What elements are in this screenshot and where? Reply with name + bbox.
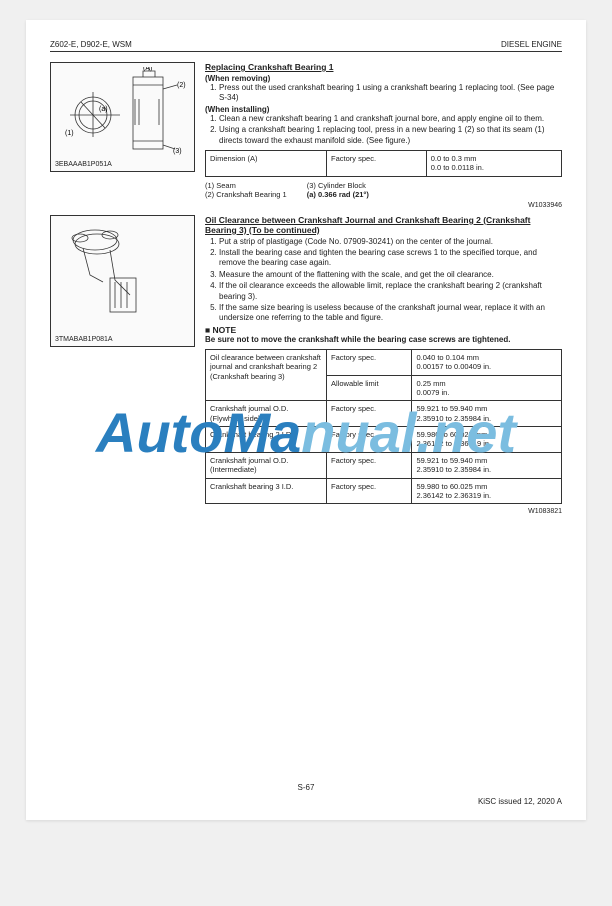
cell: Crankshaft journal O.D. (Flywheel side) [206, 401, 327, 427]
content-row-2: 3TMABAB1P081A Oil Clearance between Cran… [50, 215, 562, 522]
legend-item: (a) 0.366 rad (21°) [307, 190, 369, 199]
fig1-label-3: (3) [173, 148, 182, 155]
step: Press out the used crankshaft bearing 1 … [219, 83, 562, 104]
fig1-label-a: (a) [99, 106, 108, 113]
cell: Factory spec. [327, 401, 412, 427]
figure-2-code: 3TMABAB1P081A [55, 336, 113, 343]
step: If the same size bearing is useless beca… [219, 303, 562, 324]
cell: Factory spec. [327, 452, 412, 478]
cell: 0.0 to 0.3 mm0.0 to 0.0118 in. [426, 150, 561, 176]
step: Install the bearing case and tighten the… [219, 248, 562, 269]
fig1-label-A: (A) [143, 67, 152, 72]
section2-title: Oil Clearance between Crankshaft Journal… [205, 215, 562, 235]
fig1-label-1: (1) [65, 130, 74, 137]
ref-code-1: W1033946 [205, 202, 562, 209]
note-body: Be sure not to move the crankshaft while… [205, 335, 562, 345]
dimension-table: Dimension (A) Factory spec. 0.0 to 0.3 m… [205, 150, 562, 177]
removing-steps: Press out the used crankshaft bearing 1 … [219, 83, 562, 104]
header-left: Z602-E, D902-E, WSM [50, 40, 132, 49]
figure-2-drawing [55, 220, 190, 335]
legend-item: (2) Crankshaft Bearing 1 [205, 190, 287, 199]
header-right: DIESEL ENGINE [501, 40, 562, 49]
cell: Factory spec. [327, 427, 412, 453]
figure-1: (A) (a) (1) (2) (3) 3EBAAAB1P051A [50, 62, 195, 172]
step: If the oil clearance exceeds the allowab… [219, 281, 562, 302]
cell: Factory spec. [327, 349, 412, 375]
step: Measure the amount of the flattening wit… [219, 270, 562, 280]
cell: Factory spec. [327, 150, 427, 176]
fig1-label-2: (2) [177, 82, 186, 89]
figure-2: 3TMABAB1P081A [50, 215, 195, 347]
legend: (1) Seam (2) Crankshaft Bearing 1 (3) Cy… [205, 181, 562, 199]
clearance-table: Oil clearance between crankshaft journal… [205, 349, 562, 505]
installing-head: (When installing) [205, 105, 562, 114]
cell: 59.980 to 60.025 mm2.36142 to 2.36319 in… [412, 427, 562, 453]
legend-item: (1) Seam [205, 181, 287, 190]
removing-head: (When removing) [205, 74, 562, 83]
cell: 59.921 to 59.940 mm2.35910 to 2.35984 in… [412, 401, 562, 427]
cell: 0.25 mm0.0079 in. [412, 375, 562, 401]
cell: 59.980 to 60.025 mm2.36142 to 2.36319 in… [412, 478, 562, 504]
cell: Crankshaft bearing 3 I.D. [206, 478, 327, 504]
figure-1-code: 3EBAAAB1P051A [55, 161, 112, 168]
page-header: Z602-E, D902-E, WSM DIESEL ENGINE [50, 40, 562, 52]
cell: Oil clearance between crankshaft journal… [206, 349, 327, 401]
cell: Allowable limit [327, 375, 412, 401]
cell: Crankshaft journal O.D. (Intermediate) [206, 452, 327, 478]
issued-line: KiSC issued 12, 2020 A [478, 797, 562, 806]
content-row-1: (A) (a) (1) (2) (3) 3EBAAAB1P051A Replac… [50, 62, 562, 215]
figure-1-drawing: (A) (a) (1) (2) (3) [55, 67, 190, 157]
page-number: S-67 [26, 783, 586, 792]
cell: 59.921 to 59.940 mm2.35910 to 2.35984 in… [412, 452, 562, 478]
page: Z602-E, D902-E, WSM DIESEL ENGINE [26, 20, 586, 820]
step: Using a crankshaft bearing 1 replacing t… [219, 125, 562, 146]
step: Clean a new crankshaft bearing 1 and cra… [219, 114, 562, 124]
section2-steps: Put a strip of plastigage (Code No. 0790… [219, 237, 562, 324]
legend-item: (3) Cylinder Block [307, 181, 369, 190]
ref-code-2: W1083821 [205, 508, 562, 515]
installing-steps: Clean a new crankshaft bearing 1 and cra… [219, 114, 562, 146]
cell: 0.040 to 0.104 mm0.00157 to 0.00409 in. [412, 349, 562, 375]
section1-title: Replacing Crankshaft Bearing 1 [205, 62, 562, 72]
cell: Factory spec. [327, 478, 412, 504]
cell: Dimension (A) [206, 150, 327, 176]
note-head: ■ NOTE [205, 325, 562, 335]
step: Put a strip of plastigage (Code No. 0790… [219, 237, 562, 247]
cell: Crankshaft bearing 2 I.D. [206, 427, 327, 453]
